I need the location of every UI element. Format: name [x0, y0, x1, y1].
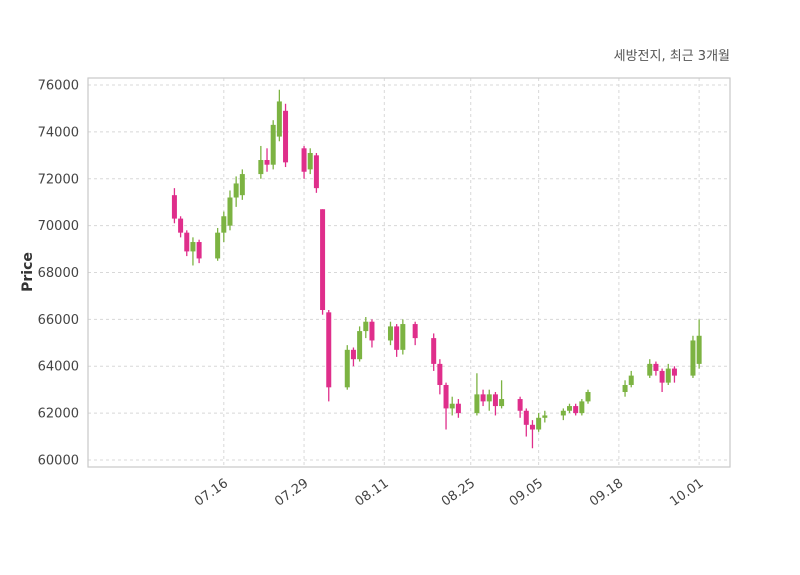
plot-border	[87, 77, 731, 468]
candle-body	[320, 209, 326, 310]
candle-body	[171, 195, 177, 219]
candle-body	[628, 375, 634, 385]
candle-body	[313, 155, 319, 189]
candle-body	[394, 326, 400, 350]
candle-body	[567, 406, 572, 411]
candle-body	[350, 349, 356, 360]
y-tick-label: 62000	[38, 407, 79, 422]
candle-body	[585, 392, 591, 402]
x-tick-label: 09.18	[587, 476, 626, 510]
y-tick-label: 74000	[38, 125, 79, 140]
y-tick-label: 60000	[38, 453, 79, 468]
candle-body	[276, 101, 282, 137]
candle-body	[387, 326, 393, 341]
candle-body	[523, 410, 529, 425]
candle-body	[659, 370, 665, 383]
candle-body	[536, 417, 542, 430]
x-tick-label: 08.11	[353, 476, 392, 510]
candle-body	[542, 415, 548, 418]
candle-body	[400, 324, 406, 350]
candle-body	[690, 340, 696, 376]
candle-body	[443, 384, 449, 409]
y-tick-label: 64000	[38, 360, 79, 375]
candle-body	[529, 424, 535, 430]
y-tick-label: 66000	[38, 313, 79, 328]
x-tick-label: 09.05	[507, 476, 546, 510]
candle-body	[369, 321, 375, 341]
candle-body	[357, 331, 363, 360]
candle-body	[178, 218, 184, 233]
candle-body	[221, 216, 227, 233]
candle-body	[486, 394, 492, 402]
candle-body	[412, 324, 418, 339]
candle-body	[622, 384, 628, 393]
x-tick-label: 07.16	[192, 476, 231, 510]
candle-body	[258, 160, 264, 175]
y-tick-label: 68000	[38, 266, 79, 281]
x-tick-label: 08.25	[439, 476, 478, 510]
candle-body	[573, 406, 579, 414]
candle-body	[696, 335, 702, 364]
candle-body	[307, 152, 313, 170]
candle-body	[671, 368, 677, 376]
candle-body	[449, 403, 455, 409]
candle-body	[227, 197, 233, 226]
candle-body	[437, 363, 443, 385]
candle-body	[665, 368, 671, 383]
candle-body	[344, 349, 350, 388]
candle-body	[560, 410, 566, 416]
y-tick-label: 70000	[38, 219, 79, 234]
candle-body	[270, 124, 276, 165]
candle-body	[579, 401, 585, 414]
candle-body	[431, 338, 437, 364]
candle-body	[239, 174, 245, 196]
y-tick-label: 72000	[38, 172, 79, 187]
candle-body	[264, 160, 270, 165]
candle-body	[301, 148, 307, 172]
candle-body	[492, 394, 498, 407]
candle-body	[215, 232, 221, 259]
candle-body	[517, 399, 523, 411]
chart-title: 세방전지, 최근 3개월	[613, 49, 730, 64]
x-tick-label: 07.29	[272, 476, 311, 510]
candle-body	[653, 363, 659, 371]
x-tick-label: 10.01	[667, 476, 706, 510]
candle-body	[455, 403, 461, 414]
candle-body	[196, 242, 202, 259]
candle-body	[283, 110, 289, 163]
candle-body	[233, 183, 239, 198]
candle-body	[184, 232, 190, 252]
candle-body	[190, 242, 196, 252]
candle-body	[474, 394, 480, 414]
y-tick-label: 76000	[38, 79, 79, 94]
candle-body	[499, 399, 505, 407]
candle-body	[326, 312, 332, 388]
candle-body	[480, 394, 486, 402]
candle-body	[363, 321, 369, 332]
candle-body	[647, 363, 653, 376]
